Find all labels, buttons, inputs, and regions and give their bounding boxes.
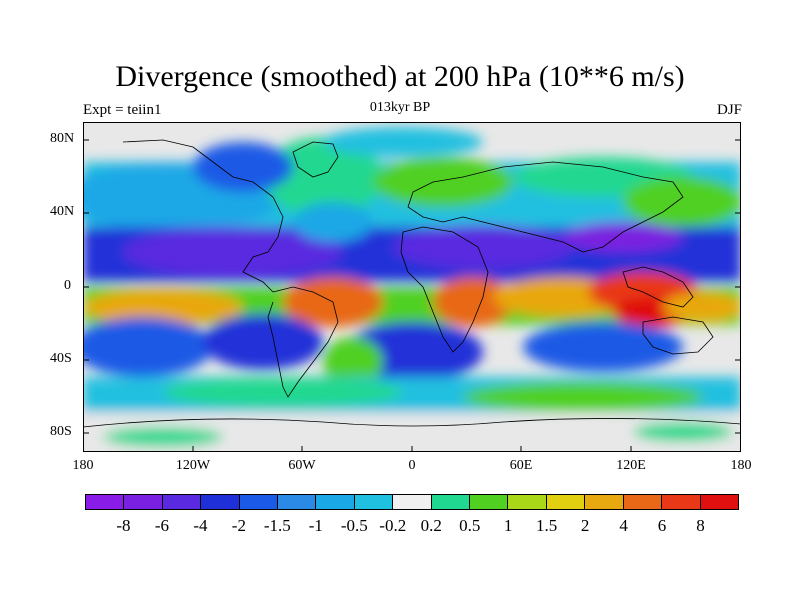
lat-label-40s: 40S xyxy=(50,351,72,366)
colorbar-swatch xyxy=(239,495,279,509)
lat-label-80s: 80S xyxy=(50,424,72,439)
chart-title: Divergence (smoothed) at 200 hPa (10**6 … xyxy=(115,60,685,93)
lon-label-0: 0 xyxy=(408,458,416,473)
divergence-map xyxy=(83,122,741,452)
lat-label-40n: 40N xyxy=(50,204,75,219)
colorbar-swatch xyxy=(662,495,701,509)
colorbar-label: 1.5 xyxy=(536,516,558,535)
colorbar-swatch xyxy=(623,495,663,509)
colorbar-swatch xyxy=(124,495,163,509)
colorbar-label: -1.5 xyxy=(263,516,291,535)
colorbar-swatch xyxy=(431,495,471,509)
colorbar xyxy=(85,494,739,510)
colorbar-label: -0.2 xyxy=(379,516,407,535)
colorbar-swatch xyxy=(585,495,624,509)
colorbar-swatch xyxy=(316,495,355,509)
lon-label-120w: 120W xyxy=(175,458,211,473)
colorbar-label: -0.5 xyxy=(340,516,368,535)
colorbar-label: -4 xyxy=(193,516,208,535)
lat-label-0: 0 xyxy=(64,278,71,293)
colorbar-label: 1 xyxy=(503,516,513,535)
colorbar-label: 0.2 xyxy=(420,516,442,535)
colorbar-swatch xyxy=(393,495,432,509)
lon-label-60w: 60W xyxy=(288,458,316,473)
colorbar-swatch xyxy=(508,495,547,509)
experiment-label: Expt = teiin1 xyxy=(83,102,162,118)
season-label: DJF xyxy=(716,102,742,118)
colorbar-swatch xyxy=(354,495,394,509)
colorbar-label: -1 xyxy=(308,516,323,535)
colorbar-swatch xyxy=(546,495,586,509)
colorbar-label: -2 xyxy=(231,516,246,535)
coastlines xyxy=(83,139,741,428)
colorbar-label: 0.5 xyxy=(459,516,481,535)
colorbar-label: -8 xyxy=(116,516,131,535)
axis-ticks xyxy=(83,139,741,452)
colorbar-label: 2 xyxy=(580,516,590,535)
lon-label-180e: 180 xyxy=(730,458,752,473)
colorbar-label: 6 xyxy=(657,516,667,535)
colorbar-swatch xyxy=(470,495,509,509)
time-label: 013kyr BP xyxy=(369,100,431,115)
lon-label-120e: 120E xyxy=(616,458,646,473)
lon-label-180w: 180 xyxy=(72,458,94,473)
lat-label-80n: 80N xyxy=(50,131,75,146)
colorbar-label: 4 xyxy=(619,516,628,535)
colorbar-swatch xyxy=(700,495,738,509)
colorbar-swatch xyxy=(162,495,202,509)
colorbar-label: -6 xyxy=(154,516,170,535)
colorbar-swatch xyxy=(86,495,125,509)
colorbar-swatch xyxy=(278,495,317,509)
lon-label-60e: 60E xyxy=(509,458,533,473)
colorbar-swatch xyxy=(201,495,240,509)
divergence-field xyxy=(83,127,741,452)
colorbar-label: 8 xyxy=(696,516,705,535)
map-canvas xyxy=(83,122,741,452)
